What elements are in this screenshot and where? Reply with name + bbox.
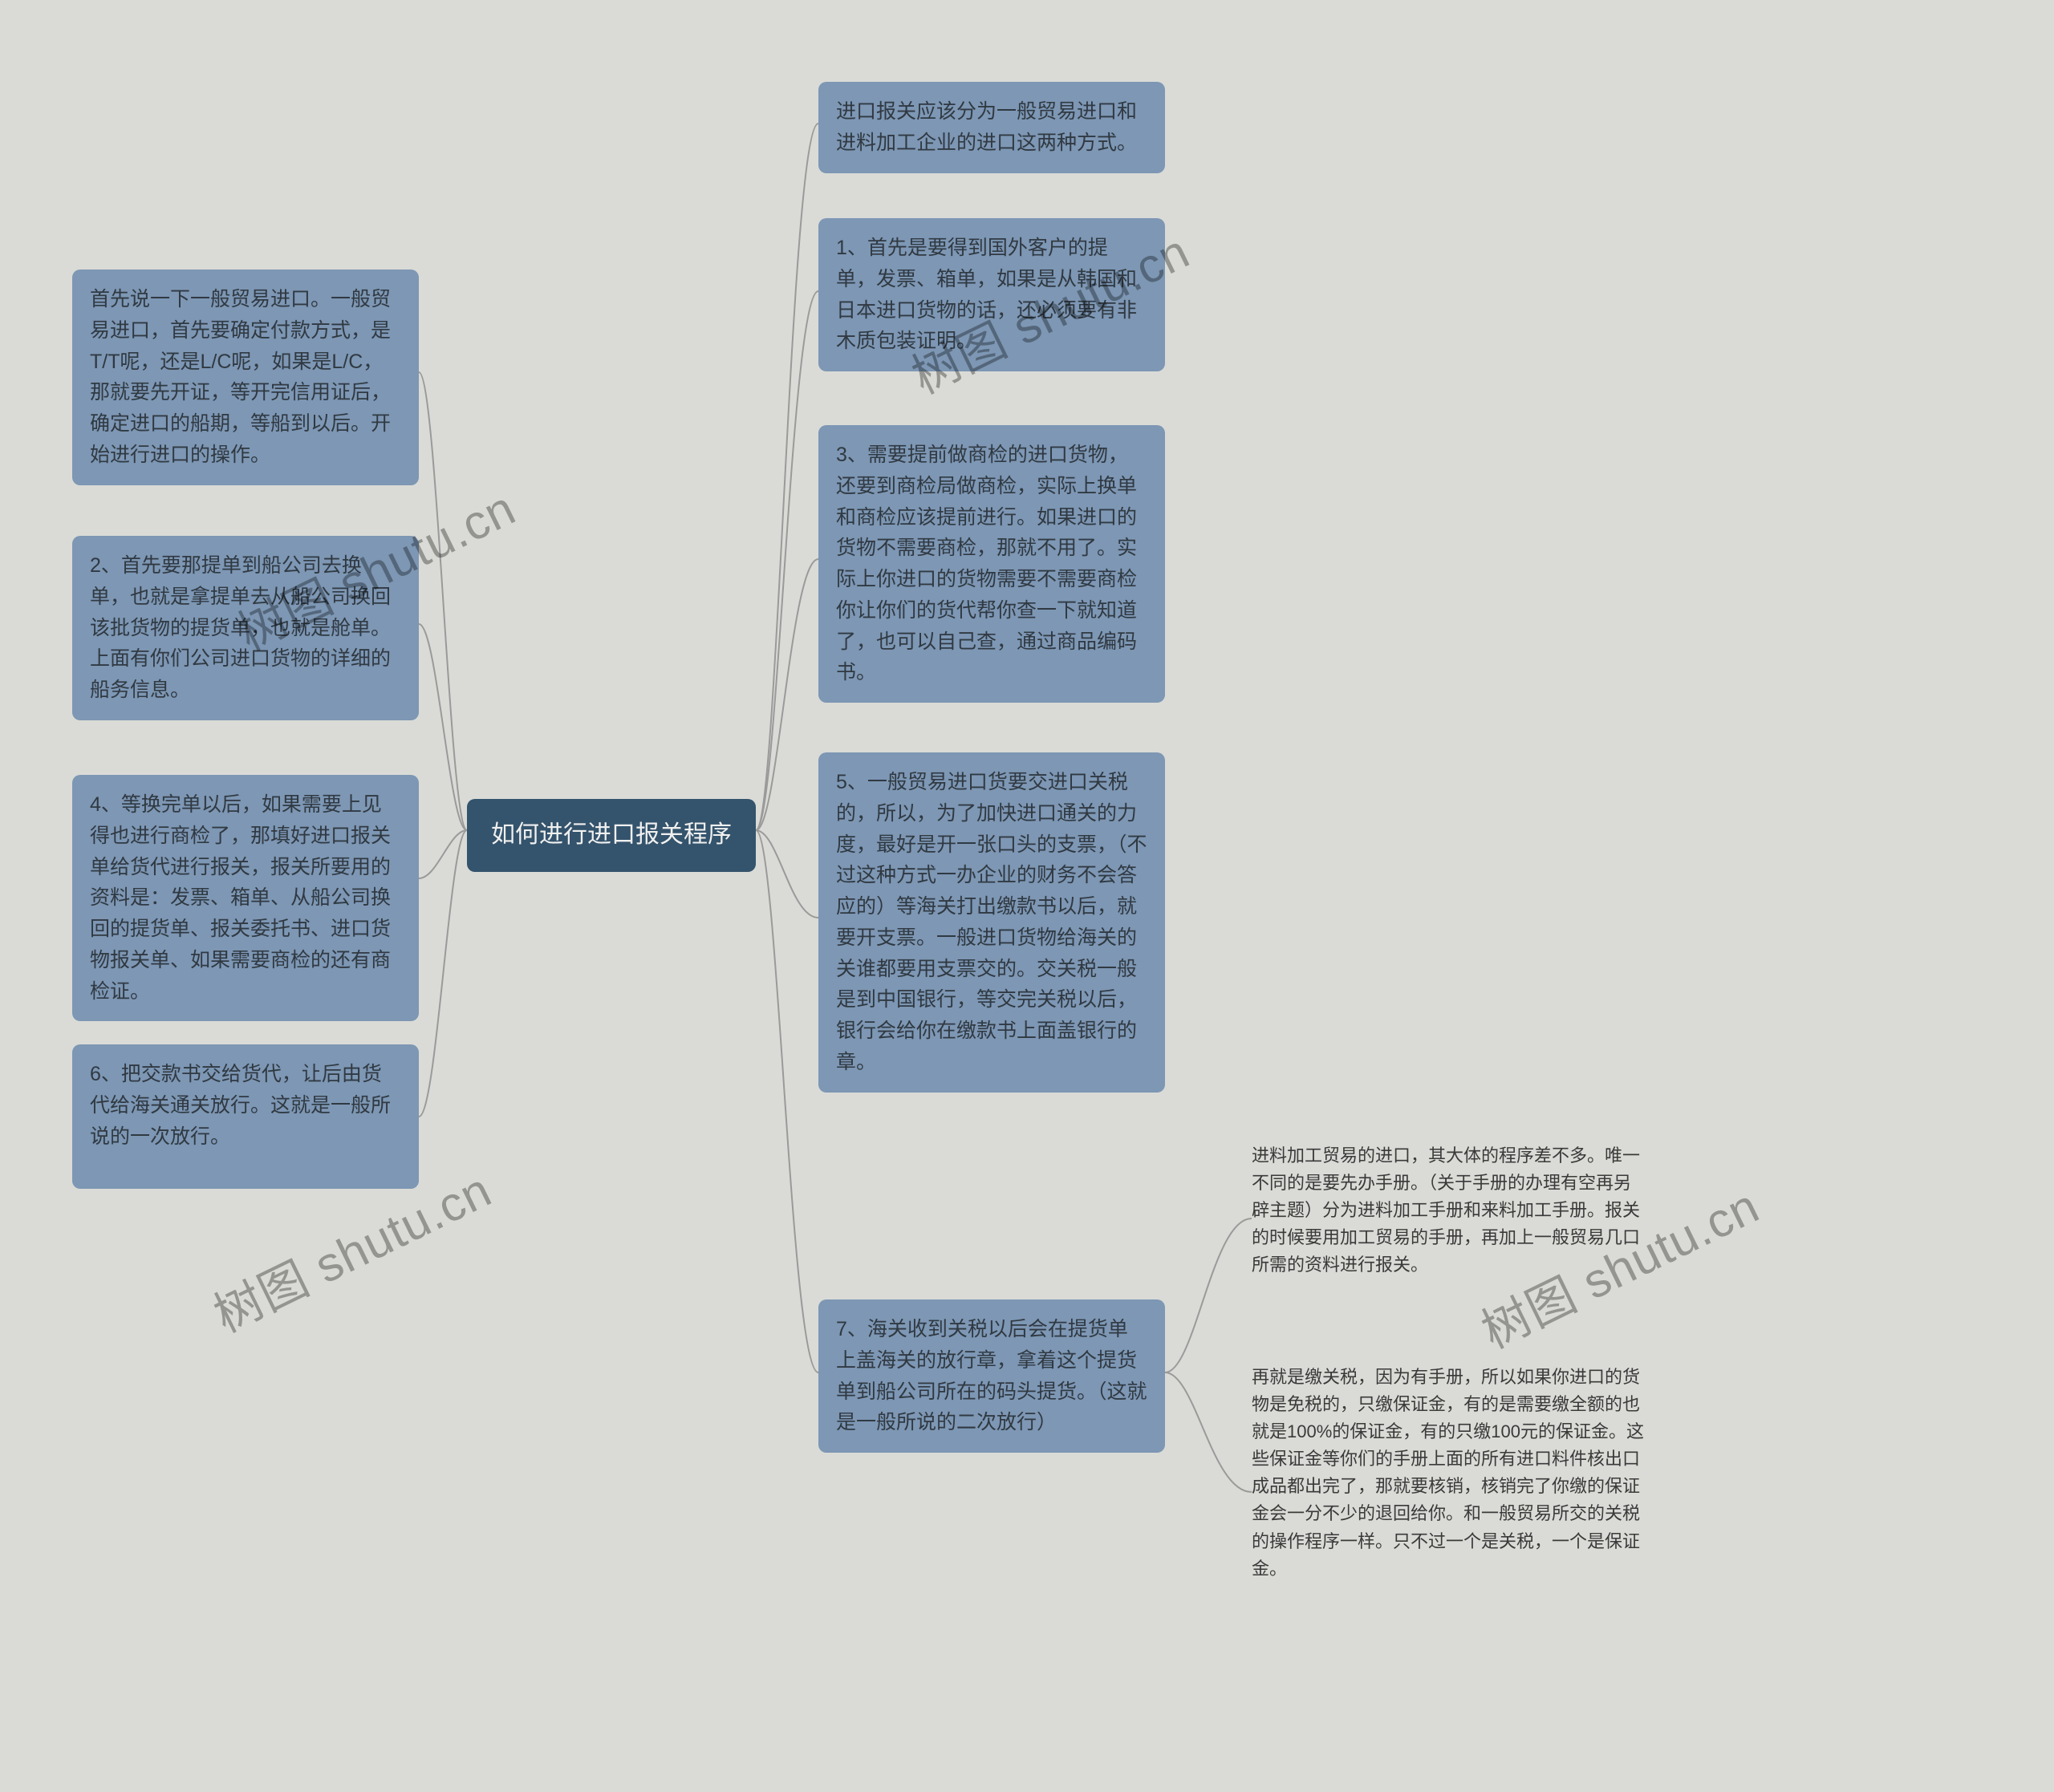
left-node-4: 6、把交款书交给货代，让后由货代给海关通关放行。这就是一般所说的一次放行。 <box>72 1044 419 1189</box>
left-node-2: 2、首先要那提单到船公司去换单，也就是拿提单去从船公司换回该批货物的提货单，也就… <box>72 536 419 720</box>
left-node-1: 首先说一下一般贸易进口。一般贸易进口，首先要确定付款方式，是T/T呢，还是L/C… <box>72 270 419 485</box>
right-node-1: 进口报关应该分为一般贸易进口和进料加工企业的进口这两种方式。 <box>818 82 1165 173</box>
left-node-3: 4、等换完单以后，如果需要上见得也进行商检了，那填好进口报关单给货代进行报关，报… <box>72 775 419 1021</box>
right-node-5-note-1: 进料加工贸易的进口，其大体的程序差不多。唯一不同的是要先办手册。（关于手册的办理… <box>1252 1142 1645 1279</box>
right-node-5-note-2: 再就是缴关税，因为有手册，所以如果你进口的货物是免税的，只缴保证金，有的是需要缴… <box>1252 1364 1645 1583</box>
mindmap-canvas: 如何进行进口报关程序 首先说一下一般贸易进口。一般贸易进口，首先要确定付款方式，… <box>0 0 2054 1792</box>
right-node-4: 5、一般贸易进口货要交进口关税的，所以，为了加快进口通关的力度，最好是开一张口头… <box>818 752 1165 1093</box>
root-node: 如何进行进口报关程序 <box>467 799 756 872</box>
right-node-3: 3、需要提前做商检的进口货物，还要到商检局做商检，实际上换单和商检应该提前进行。… <box>818 425 1165 703</box>
right-node-5: 7、海关收到关税以后会在提货单上盖海关的放行章，拿着这个提货单到船公司所在的码头… <box>818 1299 1165 1453</box>
right-node-2: 1、首先是要得到国外客户的提单，发票、箱单，如果是从韩国和日本进口货物的话，还必… <box>818 218 1165 371</box>
